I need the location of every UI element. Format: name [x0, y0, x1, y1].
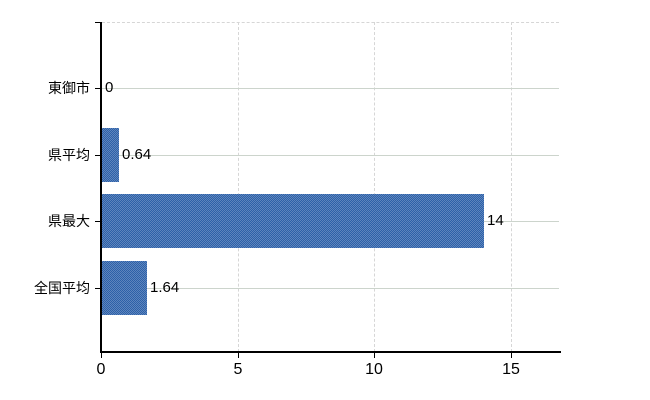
y-tick-row-2	[95, 221, 101, 222]
bar-national-average	[102, 261, 147, 315]
y-axis-line	[100, 22, 102, 353]
x-tick-15	[511, 353, 512, 358]
category-label: 県平均	[48, 147, 90, 163]
x-tick-0	[101, 353, 102, 358]
v-gridline-5	[238, 22, 239, 352]
y-tick-row-1	[95, 155, 101, 156]
x-tick-10	[374, 353, 375, 358]
v-gridline-10	[374, 22, 375, 352]
x-tick-label: 15	[502, 361, 520, 378]
value-label: 0.64	[122, 146, 152, 163]
x-axis-line	[100, 351, 561, 353]
h-gridline-row-0	[102, 88, 559, 89]
value-label: 14	[487, 212, 504, 229]
v-gridline-15	[511, 22, 512, 352]
y-tick-row-3	[95, 288, 101, 289]
h-gridline-row-3	[102, 288, 559, 289]
x-tick-5	[238, 353, 239, 358]
category-label: 県最大	[48, 213, 90, 229]
h-gridline-row-1	[102, 155, 559, 156]
plot-top-border	[102, 22, 559, 23]
x-tick-label: 0	[96, 361, 106, 378]
value-label: 1.64	[150, 279, 180, 296]
y-axis-end-tick	[95, 22, 101, 23]
bar-prefecture-average	[102, 128, 119, 182]
x-tick-label: 10	[365, 361, 383, 378]
category-label: 東御市	[48, 80, 90, 96]
value-label: 0	[105, 79, 114, 96]
bar-prefecture-max	[102, 194, 484, 248]
y-tick-row-0	[95, 88, 101, 89]
category-label: 全国平均	[34, 280, 90, 296]
x-tick-label: 5	[233, 361, 243, 378]
